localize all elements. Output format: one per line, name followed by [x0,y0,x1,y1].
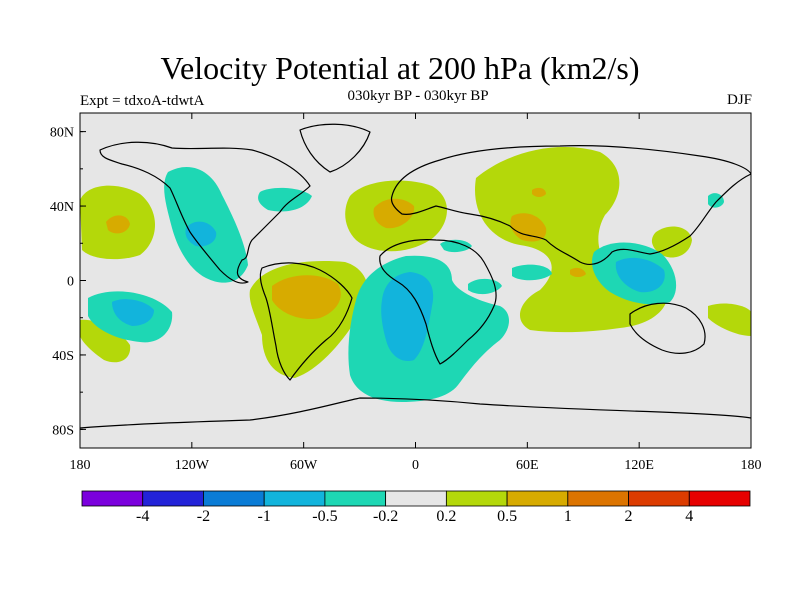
positive-region [708,303,751,336]
experiment-label: Expt = tdxoA-tdwtA [80,93,205,109]
colorbar [81,490,751,507]
contour-field [80,123,751,429]
colorbar-swatch [628,490,690,507]
negative-region [708,193,724,208]
colorbar-swatch [567,490,629,507]
strong-positive-region [106,215,130,234]
coastline-north-america [99,141,311,284]
lat-tick-label: 0 [67,275,74,290]
lon-tick-label: 0 [412,458,419,473]
negative-region [440,239,472,253]
colorbar-swatch [142,490,204,507]
colorbar-swatch [81,490,144,507]
coastline-antarctica [80,397,751,429]
colorbar-label: -0.5 [312,508,338,525]
chart-title: Velocity Potential at 200 hPa (km2/s) [160,50,640,86]
colorbar-label: 0.2 [436,508,457,525]
coastlines [80,123,751,429]
lon-tick-label: 60E [516,458,539,473]
colorbar-swatch [688,490,751,507]
colorbar-swatch [203,490,265,507]
strong-negative-region [381,272,434,362]
lon-tick-label: 180 [741,458,762,473]
lon-tick-label: 120W [175,458,210,473]
positive-region [80,319,131,363]
negative-region [258,187,312,212]
colorbar-label: -2 [196,508,211,525]
colorbar-swatch [445,490,508,507]
coastline-europe-asia [390,145,751,265]
colorbar-label: 4 [685,508,694,525]
colorbar-swatch [263,490,326,507]
lat-tick-label: 80S [52,423,74,438]
negative-region [512,264,552,281]
lat-tick-label: 40N [50,200,74,215]
colorbar-label: 1 [563,508,572,525]
colorbar-label: 0.5 [497,508,518,525]
strong-negative-region [615,257,665,293]
season-label: DJF [726,92,752,108]
strong-positive-region [570,267,586,277]
lon-tick-label: 120E [624,458,654,473]
colorbar-swatch [506,490,569,507]
strong-positive-region [510,213,547,242]
strong-positive-region [272,275,341,320]
coastline-africa [379,239,497,365]
coastline-south-america [259,262,353,381]
lon-tick-label: 180 [70,458,91,473]
colorbar-label: -4 [136,508,150,525]
positive-region [651,226,692,258]
colorbar-label: 2 [624,508,633,525]
coastline-australia [629,302,706,354]
strong-negative-region [112,299,154,326]
colorbar-swatch [324,490,387,507]
lon-tick-label: 60W [290,458,318,473]
axis-labels: 80N 40N 0 40S 80S 180 120W 60W 0 60E 120E 180 [50,126,762,473]
strong-positive-region [373,198,415,229]
lat-tick-label: 80N [50,126,74,141]
colorbar-swatch [385,490,447,507]
strong-negative-region [185,221,217,247]
axis-ticks [79,113,752,448]
lat-tick-label: 40S [52,349,74,364]
coastline-greenland [299,123,371,173]
subtitle: 030kyr BP - 030kyr BP [347,88,489,104]
colorbar-label: -0.2 [372,508,399,525]
colorbar-label: -1 [257,508,271,525]
strong-positive-region [532,187,546,197]
